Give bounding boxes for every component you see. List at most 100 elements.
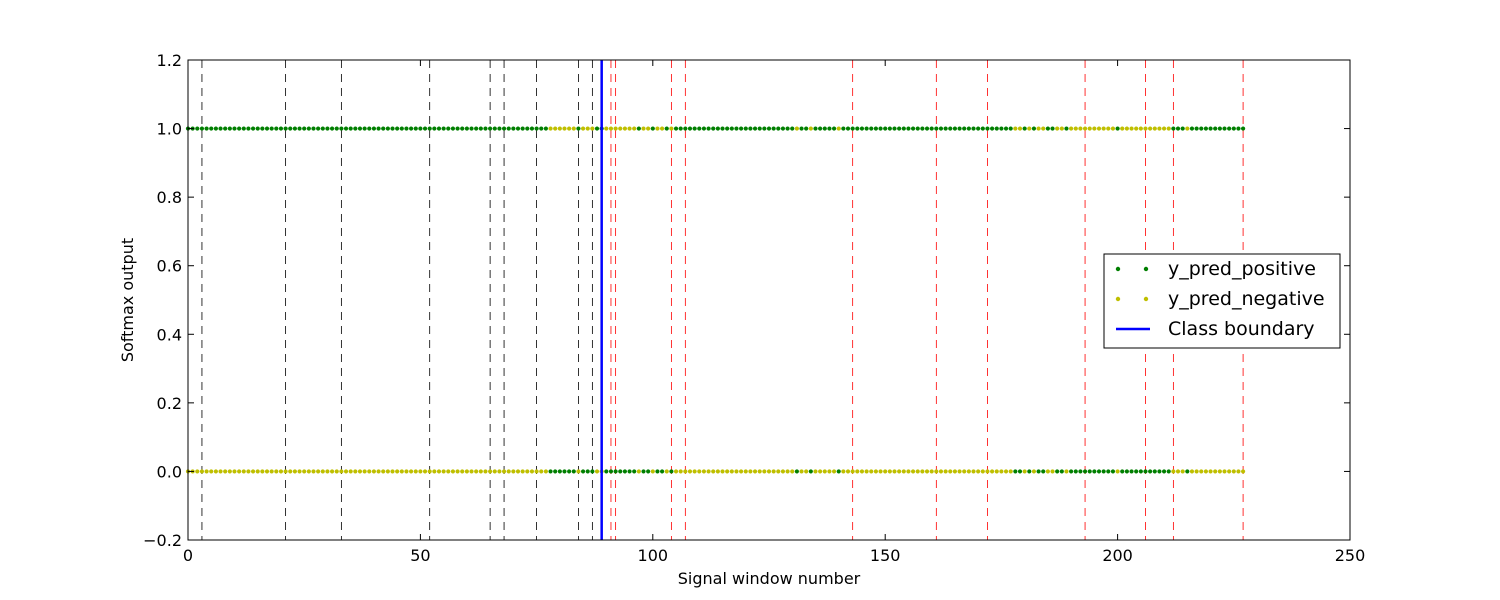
point-negative xyxy=(804,469,809,474)
point-positive xyxy=(376,126,381,131)
point-positive xyxy=(260,126,265,131)
point-positive xyxy=(673,126,679,131)
point-positive xyxy=(515,126,521,131)
point-positive xyxy=(446,126,451,131)
point-positive xyxy=(1189,126,1195,131)
point-positive xyxy=(845,126,851,131)
point-negative xyxy=(664,469,669,474)
point-negative xyxy=(818,469,823,474)
point-positive xyxy=(985,126,990,131)
point-positive xyxy=(1134,469,1139,474)
point-positive xyxy=(938,126,944,131)
point-negative xyxy=(1078,126,1083,131)
point-negative xyxy=(506,469,511,474)
point-negative xyxy=(920,469,925,474)
point-positive xyxy=(409,126,414,131)
point-negative xyxy=(567,126,572,131)
point-negative xyxy=(539,469,544,474)
window-boundary-lines xyxy=(201,60,1244,540)
point-negative xyxy=(622,126,628,131)
point-negative xyxy=(850,469,855,474)
y-tick-label: 1.2 xyxy=(157,51,182,70)
point-positive xyxy=(943,126,948,131)
point-negative xyxy=(771,469,776,474)
point-negative xyxy=(943,469,948,474)
point-positive xyxy=(474,126,479,131)
point-positive xyxy=(855,126,860,131)
point-negative xyxy=(325,469,330,474)
point-positive xyxy=(692,126,697,131)
point-positive xyxy=(892,126,897,131)
point-negative xyxy=(278,469,284,474)
point-negative xyxy=(1041,126,1046,131)
point-negative xyxy=(1180,469,1185,474)
point-negative xyxy=(692,469,697,474)
x-tick-label: 250 xyxy=(1335,546,1366,565)
point-positive xyxy=(1217,126,1222,131)
point-negative xyxy=(590,126,595,131)
point-negative xyxy=(264,469,270,474)
point-positive xyxy=(557,469,562,474)
point-positive xyxy=(990,126,995,131)
point-negative xyxy=(1138,126,1143,131)
point-negative xyxy=(855,469,860,474)
point-negative xyxy=(604,126,609,131)
point-negative xyxy=(1236,469,1241,474)
point-negative xyxy=(1134,126,1139,131)
point-positive xyxy=(957,126,962,131)
point-negative xyxy=(966,469,971,474)
point-negative xyxy=(701,469,707,474)
x-tick-label: 50 xyxy=(410,546,430,565)
point-negative xyxy=(297,469,302,474)
point-positive xyxy=(399,126,404,131)
point-positive xyxy=(395,126,400,131)
point-negative xyxy=(729,469,734,474)
point-negative xyxy=(873,469,879,474)
point-negative xyxy=(985,469,990,474)
point-positive xyxy=(641,469,646,474)
point-negative xyxy=(515,469,521,474)
point-positive xyxy=(766,126,772,131)
point-negative xyxy=(799,469,804,474)
point-negative xyxy=(646,126,651,131)
point-positive xyxy=(1213,126,1218,131)
point-positive xyxy=(553,469,558,474)
point-negative xyxy=(910,469,916,474)
point-positive xyxy=(799,126,804,131)
point-negative xyxy=(892,469,897,474)
point-positive xyxy=(371,126,377,131)
point-negative xyxy=(1240,469,1246,474)
point-positive xyxy=(701,126,707,131)
point-positive xyxy=(711,126,716,131)
point-negative xyxy=(562,126,567,131)
point-positive xyxy=(757,126,762,131)
point-negative xyxy=(1166,126,1171,131)
point-negative xyxy=(511,469,516,474)
point-positive xyxy=(1050,126,1055,131)
point-positive xyxy=(915,126,920,131)
point-negative xyxy=(525,469,530,474)
point-positive xyxy=(562,469,567,474)
point-positive xyxy=(1036,469,1041,474)
point-positive xyxy=(604,469,609,474)
prediction-points xyxy=(185,126,1246,474)
point-positive xyxy=(1208,126,1213,131)
point-negative xyxy=(1129,126,1134,131)
point-negative xyxy=(250,469,256,474)
point-positive xyxy=(920,126,925,131)
point-positive xyxy=(501,126,507,131)
point-positive xyxy=(976,126,981,131)
point-negative xyxy=(241,469,246,474)
point-negative xyxy=(1157,126,1162,131)
y-tick-label: 0.8 xyxy=(157,188,182,207)
point-positive xyxy=(325,126,330,131)
point-negative xyxy=(1231,469,1236,474)
point-positive xyxy=(780,126,786,131)
point-negative xyxy=(534,469,539,474)
point-positive xyxy=(1148,469,1153,474)
point-positive xyxy=(1087,469,1092,474)
point-negative xyxy=(339,469,344,474)
point-negative xyxy=(316,469,321,474)
point-positive xyxy=(1231,126,1236,131)
point-positive xyxy=(1041,469,1046,474)
